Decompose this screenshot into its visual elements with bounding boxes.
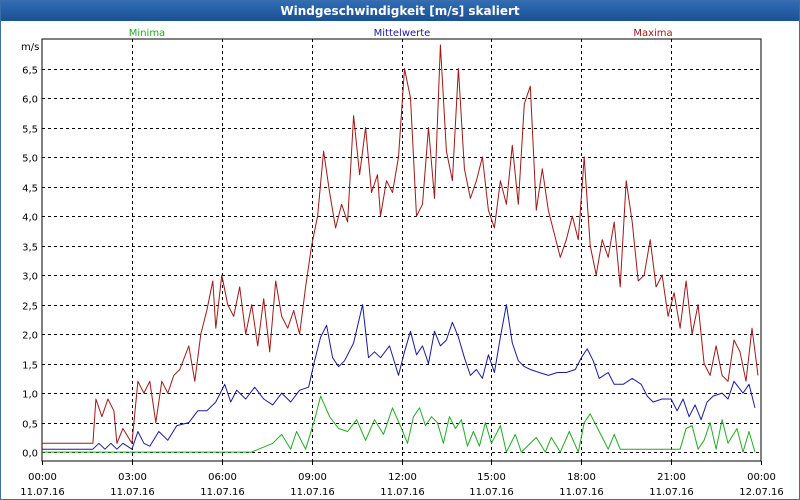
y-tick-label: 0,5 <box>22 420 38 431</box>
legend-minima: Minima <box>129 28 165 39</box>
x-tick-time-label: 12:00 <box>388 472 417 483</box>
x-tick-date-label: 11.07.16 <box>559 487 604 498</box>
x-tick-time-label: 00:00 <box>28 472 57 483</box>
y-tick-label: 5,5 <box>22 125 38 136</box>
y-tick-label: 2,0 <box>22 331 38 342</box>
x-tick-date-label: 11.07.16 <box>290 487 335 498</box>
y-tick-label: 5,0 <box>22 154 38 165</box>
legend-mittelwerte: Mittelwerte <box>374 28 431 39</box>
y-tick-label: 4,0 <box>22 213 38 224</box>
x-tick-time-label: 09:00 <box>298 472 327 483</box>
x-tick-time-label: 18:00 <box>567 472 596 483</box>
plot-area <box>41 38 762 462</box>
x-tick-date-label: 12.07.16 <box>739 487 784 498</box>
y-axis-label: m/s <box>21 42 39 53</box>
y-tick-label: 6,5 <box>22 66 38 77</box>
x-tick-date-label: 11.07.16 <box>110 487 155 498</box>
y-tick-label: 3,0 <box>22 272 38 283</box>
x-tick-date-label: 11.07.16 <box>20 487 65 498</box>
y-tick-label: 1,0 <box>22 390 38 401</box>
y-tick-label: 1,5 <box>22 361 38 372</box>
x-tick-time-label: 00:00 <box>747 472 776 483</box>
y-tick-label: 4,5 <box>22 184 38 195</box>
x-tick-date-label: 11.07.16 <box>380 487 425 498</box>
chart-title: Windgeschwindigkeit [m/s] skaliert <box>1 1 799 21</box>
x-tick-date-label: 11.07.16 <box>469 487 514 498</box>
series-line-maxima <box>42 44 759 444</box>
series-line-mittelwerte <box>42 304 756 450</box>
legend-maxima: Maxima <box>633 28 672 39</box>
x-tick-time-label: 21:00 <box>657 472 686 483</box>
x-tick-time-label: 15:00 <box>477 472 506 483</box>
x-tick-date-label: 11.07.16 <box>200 487 245 498</box>
y-tick-label: 6,0 <box>22 95 38 106</box>
y-tick-label: 3,5 <box>22 243 38 254</box>
y-tick-label: 2,5 <box>22 302 38 313</box>
y-tick-label: 0,0 <box>22 449 38 460</box>
series-line-minima <box>42 395 756 453</box>
x-tick-time-label: 03:00 <box>118 472 147 483</box>
x-tick-date-label: 11.07.16 <box>649 487 694 498</box>
x-tick-time-label: 06:00 <box>208 472 237 483</box>
